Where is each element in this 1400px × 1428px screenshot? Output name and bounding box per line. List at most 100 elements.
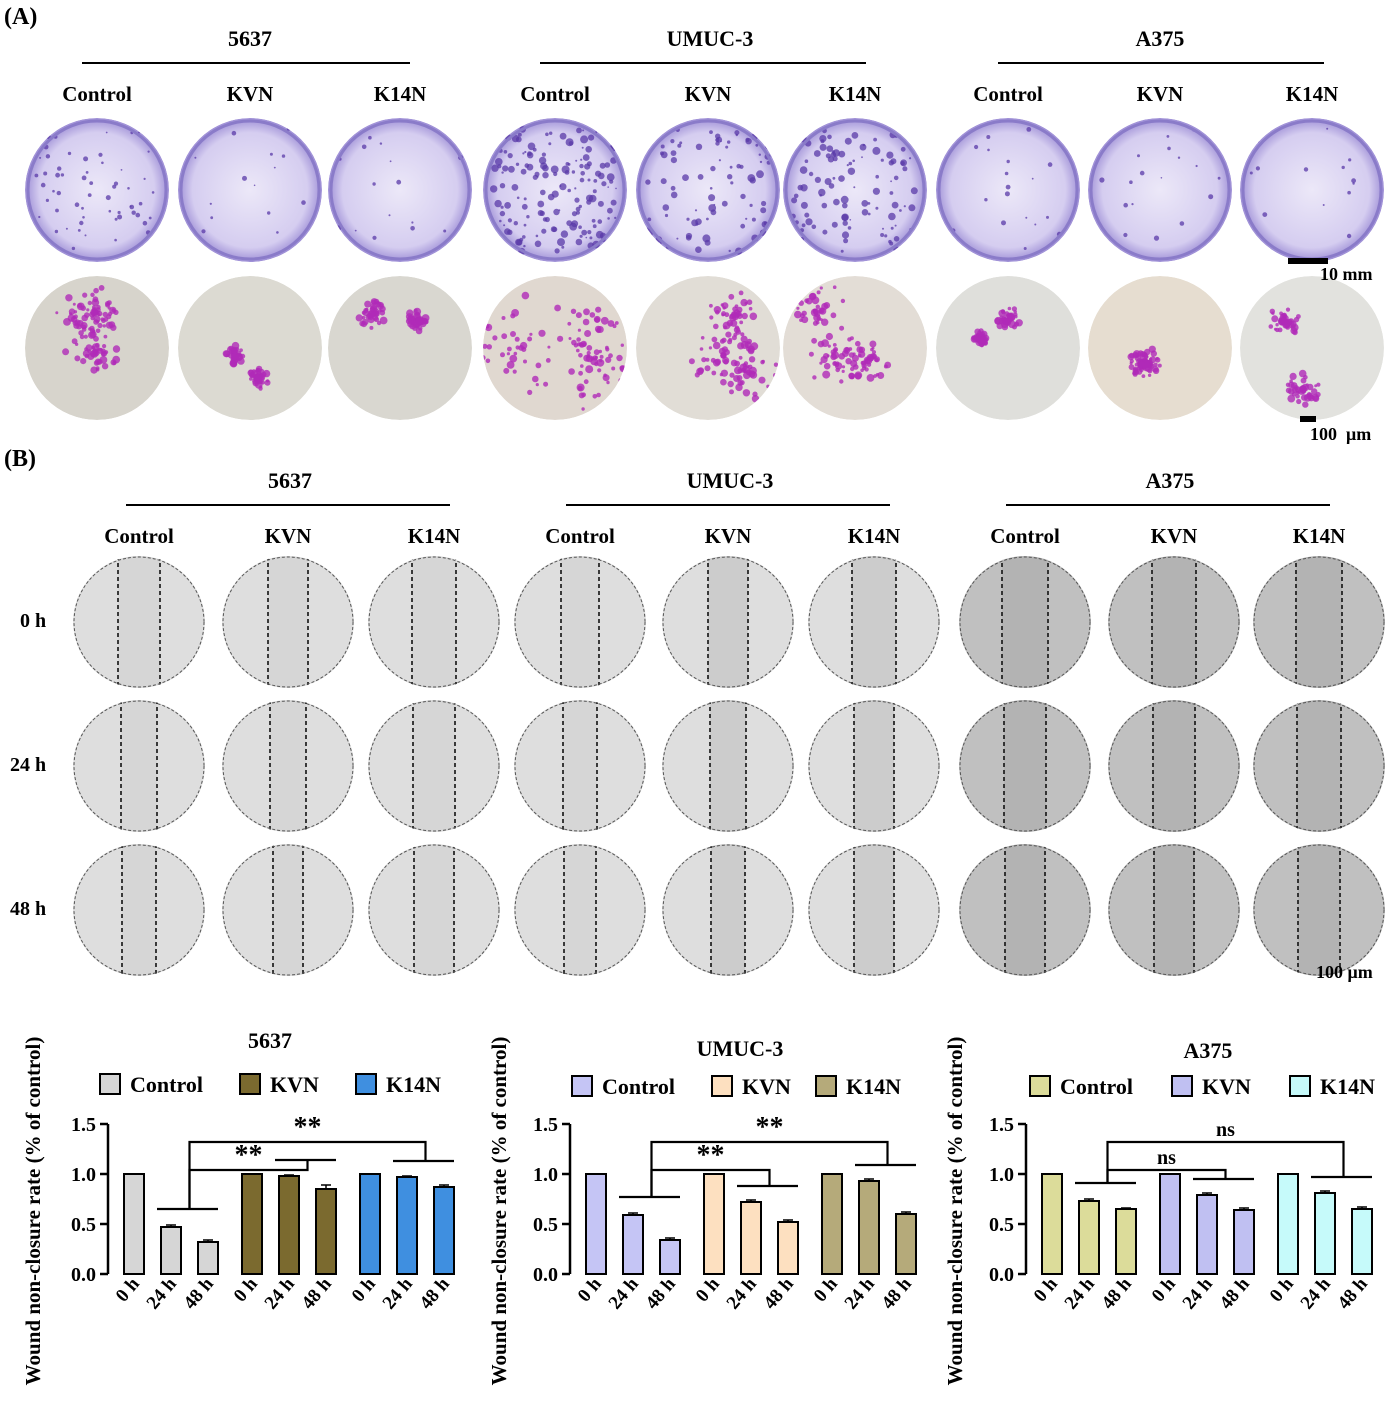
panel-a-label: (A)	[4, 4, 38, 30]
x-tick-label: 0 h	[348, 1273, 380, 1306]
colony-plate	[783, 118, 927, 262]
x-tick-label: 0 h	[1148, 1273, 1180, 1306]
wound-healing-image	[808, 700, 940, 832]
legend-label: Control	[602, 1074, 675, 1099]
bar	[278, 1175, 300, 1275]
significance-label: **	[697, 1140, 725, 1171]
colony-micrograph	[178, 276, 322, 420]
y-tick-label: 1.0	[989, 1164, 1014, 1186]
colony-plate	[636, 118, 780, 262]
colony-plate	[936, 118, 1080, 262]
bar	[1115, 1208, 1137, 1275]
x-tick-label: 0 h	[574, 1273, 606, 1306]
x-tick-label: 48 h	[1334, 1273, 1372, 1313]
x-tick-label: 24 h	[841, 1273, 879, 1313]
panel-a-condition-label: Control	[973, 82, 1043, 106]
panel-b-condition-label: Control	[545, 524, 615, 548]
panel-b-group-line-5637	[126, 504, 450, 506]
chart-title: 5637	[248, 1028, 292, 1053]
y-tick-label: 0.5	[71, 1214, 96, 1236]
x-tick-label: 24 h	[1061, 1273, 1099, 1313]
wound-healing-image	[662, 556, 794, 688]
legend-label: KVN	[270, 1072, 319, 1097]
wound-healing-image	[514, 556, 646, 688]
bar	[1041, 1173, 1063, 1275]
chart-2: A375 Wound non-closure rate (% of control…	[943, 1037, 1375, 1386]
panel-b-condition-label: K14N	[407, 524, 461, 548]
x-tick-label: 0 h	[230, 1273, 262, 1306]
significance-label: ns	[1157, 1147, 1176, 1169]
x-tick-label: 48 h	[760, 1273, 798, 1313]
wound-healing-image	[222, 700, 354, 832]
wound-healing-image	[73, 844, 205, 976]
significance-label: **	[294, 1112, 322, 1143]
bar	[740, 1201, 762, 1275]
x-tick-label: 0 h	[810, 1273, 842, 1306]
time-label: 48 h	[10, 898, 47, 920]
wound-healing-image	[1253, 700, 1385, 832]
panel-b-condition-label: K14N	[1292, 524, 1346, 548]
wound-healing-image	[662, 700, 794, 832]
wound-healing-image	[514, 700, 646, 832]
x-tick-label: 24 h	[143, 1273, 181, 1313]
wound-healing-image	[808, 844, 940, 976]
chart-0: 5637 Wound non-closure rate (% of control…	[21, 1028, 455, 1386]
colony-micrograph	[328, 276, 472, 420]
panel-a-condition-label: KVN	[1136, 82, 1184, 106]
bar	[396, 1176, 418, 1275]
bar	[703, 1173, 725, 1275]
bar	[777, 1221, 799, 1275]
colony-micrograph	[936, 276, 1080, 420]
panel-a-group-line-a375	[998, 62, 1324, 64]
panel-b-label: (B)	[4, 446, 36, 472]
legend-swatch	[1289, 1075, 1311, 1097]
panel-a-cell-line-5637: 5637	[228, 26, 272, 51]
y-tick-label: 0.0	[71, 1264, 96, 1286]
colony-micrograph	[25, 276, 169, 420]
bar	[359, 1173, 381, 1275]
x-tick-label: 48 h	[1098, 1273, 1136, 1313]
time-label: 0 h	[20, 610, 47, 632]
x-tick-label: 48 h	[878, 1273, 916, 1313]
bar	[1159, 1173, 1181, 1275]
significance-label: ns	[1216, 1119, 1235, 1141]
x-tick-label: 24 h	[605, 1273, 643, 1313]
x-tick-label: 24 h	[261, 1273, 299, 1313]
legend-swatch	[815, 1075, 837, 1097]
y-axis-label: Wound non-closure rate (% of control)	[21, 1037, 45, 1386]
wound-healing-image	[808, 556, 940, 688]
wound-healing-image	[73, 700, 205, 832]
bar	[241, 1173, 263, 1275]
panel-a-condition-label: K14N	[1285, 82, 1339, 106]
panel-b-cell-line-5637: 5637	[268, 468, 312, 493]
legend-label: Control	[1060, 1074, 1133, 1099]
sig-line	[188, 1140, 427, 1209]
panel-a-cell-line-a375: A375	[1135, 26, 1185, 51]
x-tick-label: 24 h	[379, 1273, 417, 1313]
legend-swatch	[1029, 1075, 1051, 1097]
panel-b-group-line-a375	[1006, 504, 1330, 506]
wound-healing-image	[1108, 556, 1240, 688]
x-tick-label: 24 h	[1179, 1273, 1217, 1313]
colony-micrograph	[1240, 276, 1384, 420]
panel-a-condition-label: K14N	[828, 82, 882, 106]
x-tick-label: 48 h	[1216, 1273, 1254, 1313]
legend-swatch	[239, 1073, 261, 1095]
panel-a-condition-label: Control	[62, 82, 132, 106]
significance-label: **	[235, 1140, 263, 1171]
panel-b-cell-line-a375: A375	[1145, 468, 1195, 493]
colony-micrograph	[783, 276, 927, 420]
y-tick-label: 1.0	[71, 1164, 96, 1186]
panel-a-condition-label: KVN	[684, 82, 732, 106]
x-tick-label: 48 h	[298, 1273, 336, 1313]
legend-swatch	[99, 1073, 121, 1095]
bar	[315, 1188, 337, 1275]
scale-bar-bottom	[1300, 416, 1316, 422]
y-tick-label: 1.5	[533, 1114, 558, 1136]
panel-b-group-line-umuc3	[566, 504, 890, 506]
bar	[1196, 1194, 1218, 1275]
bar	[123, 1173, 145, 1275]
legend-swatch	[571, 1075, 593, 1097]
bar	[585, 1173, 607, 1275]
bar	[160, 1226, 182, 1275]
